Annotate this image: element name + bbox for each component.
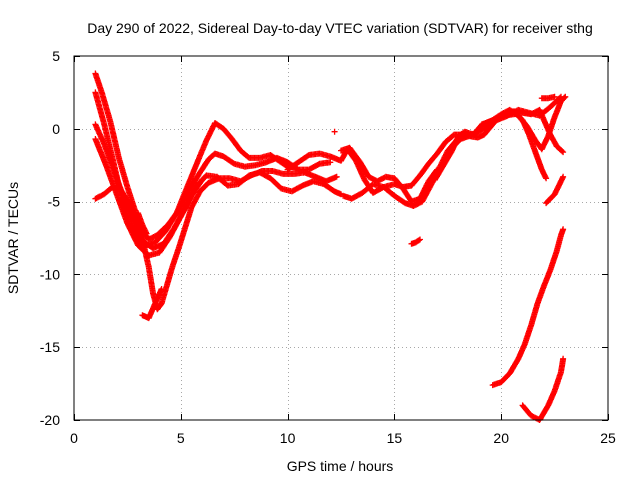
series-track-s bbox=[331, 128, 338, 135]
y-tick-label: -20 bbox=[40, 412, 60, 428]
data-point-marker bbox=[327, 159, 334, 166]
y-tick-label: -5 bbox=[48, 194, 61, 210]
x-tick-label: 5 bbox=[177, 430, 185, 446]
series-track-f bbox=[139, 286, 165, 322]
series-track-p bbox=[519, 355, 567, 423]
data-points bbox=[92, 70, 569, 423]
data-point-marker bbox=[551, 93, 558, 100]
x-tick-label: 20 bbox=[493, 430, 509, 446]
y-tick-label: 5 bbox=[52, 48, 60, 64]
series-track-d bbox=[92, 168, 340, 313]
x-tick-label: 15 bbox=[387, 430, 403, 446]
y-tick-label: 0 bbox=[52, 121, 60, 137]
axis-ticks: 0 5 10 15 20 25 -20 -15 -10 -5 0 5 bbox=[40, 48, 616, 446]
x-tick-label: 10 bbox=[280, 430, 296, 446]
series-track-m bbox=[479, 106, 567, 156]
plot-frame bbox=[73, 55, 609, 421]
series-track-o bbox=[489, 226, 567, 389]
data-point-marker bbox=[543, 175, 550, 182]
y-tick-label: -15 bbox=[40, 339, 60, 355]
data-point-marker bbox=[331, 128, 338, 135]
data-point-marker bbox=[560, 355, 567, 362]
x-axis-label: GPS time / hours bbox=[287, 458, 394, 474]
data-point-marker bbox=[562, 93, 569, 100]
series-track-r bbox=[408, 236, 423, 247]
data-point-marker bbox=[199, 176, 206, 183]
data-point-marker bbox=[542, 174, 549, 181]
data-point-marker bbox=[416, 237, 422, 244]
data-point-marker bbox=[198, 177, 205, 184]
x-tick-label: 0 bbox=[70, 430, 78, 446]
data-point-marker bbox=[560, 226, 567, 233]
data-point-marker bbox=[333, 173, 340, 180]
data-point-marker bbox=[143, 230, 150, 237]
data-point-marker bbox=[560, 149, 567, 156]
data-point-marker bbox=[561, 94, 568, 101]
series-track-q bbox=[543, 173, 567, 207]
data-point-marker bbox=[560, 173, 567, 180]
data-point-marker bbox=[417, 236, 423, 243]
series-track-g bbox=[135, 210, 150, 237]
chart-title: Day 290 of 2022, Sidereal Day-to-day VTE… bbox=[87, 20, 593, 36]
x-tick-label: 25 bbox=[600, 430, 616, 446]
series-track-e bbox=[92, 136, 206, 259]
y-axis-label: SDTVAR / TECUs bbox=[5, 182, 21, 294]
data-point-marker bbox=[559, 148, 566, 155]
y-tick-label: -10 bbox=[40, 266, 60, 282]
data-point-marker bbox=[158, 286, 165, 292]
series-track-n bbox=[538, 93, 558, 102]
